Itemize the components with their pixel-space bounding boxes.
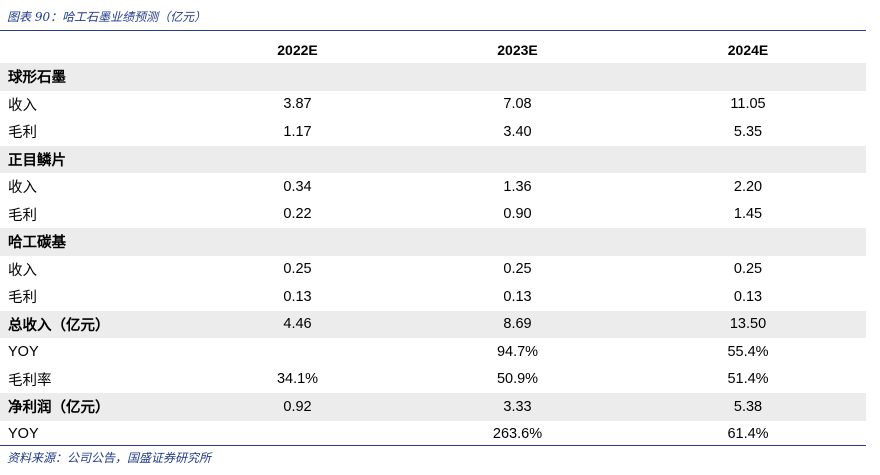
value-cell [190,145,405,173]
bottom-rule [0,445,866,446]
value-cell: 0.13 [283,288,312,305]
table-row: 总收入（亿元） 4.46 8.69 13.50 [0,310,866,338]
value-cell: 5.35 [733,123,763,140]
value-cell: 0.13 [503,288,532,305]
header-2023e: 2023E [497,41,538,58]
row-label: 球形石墨 [0,63,190,91]
value-cell: 5.38 [630,393,866,421]
value-cell: 94.7% [496,343,539,360]
table-row: 毛利 1.17 3.40 5.35 [0,118,866,146]
row-label: YOY [8,426,39,443]
table-row: 正目鳞片 [0,145,866,173]
table-body: 球形石墨 收入 3.87 7.08 11.05 毛利 1.17 3.40 5.35 正目鳞片 收入 0… [0,63,866,448]
value-cell [190,338,405,366]
value-cell [405,145,630,173]
value-cell: 0.34 [283,178,312,195]
row-label: 净利润（亿元） [0,393,190,421]
figure-caption: 图表 90：哈工石墨业绩预测（亿元） [7,10,207,24]
header-label-cell [0,36,190,63]
value-cell: 3.87 [283,96,312,113]
table-row: 收入 0.34 1.36 2.20 [0,173,866,201]
table-row: 哈工碳基 [0,228,866,256]
value-cell: 0.13 [733,288,763,305]
row-label: 毛利 [8,290,37,307]
row-label: 收入 [8,97,37,114]
table-row: 毛利率 34.1% 50.9% 51.4% [0,366,866,394]
value-cell: 7.08 [503,96,532,113]
value-cell: 50.9% [496,371,539,388]
value-cell: 1.36 [503,178,532,195]
value-cell: 55.4% [727,343,769,360]
table-row: 净利润（亿元） 0.92 3.33 5.38 [0,393,866,421]
top-rule [0,30,866,31]
row-label: 总收入（亿元） [0,310,190,338]
value-cell: 263.6% [492,426,543,443]
row-label: 毛利率 [8,372,52,389]
value-cell: 1.17 [283,123,312,140]
row-label: 收入 [8,262,37,279]
header-2024e: 2024E [727,41,769,58]
table-row: 收入 3.87 7.08 11.05 [0,91,866,119]
value-cell: 0.25 [503,261,532,278]
table-row: 球形石墨 [0,63,866,91]
value-cell: 1.45 [733,206,763,223]
value-cell: 0.25 [733,261,763,278]
value-cell [630,228,866,256]
value-cell: 11.05 [730,96,766,113]
value-cell: 8.69 [405,310,630,338]
value-cell: 0.92 [190,393,405,421]
value-cell: 0.90 [503,206,532,223]
table-row: YOY 263.6% 61.4% [0,421,866,449]
value-cell: 0.25 [283,261,312,278]
table-row: 毛利 0.22 0.90 1.45 [0,201,866,229]
table-row: YOY 94.7% 55.4% [0,338,866,366]
header-2022e: 2022E [277,41,318,58]
table-row: 毛利 0.13 0.13 0.13 [0,283,866,311]
value-cell: 3.33 [405,393,630,421]
value-cell: 4.46 [190,310,405,338]
header-row: 2022E 2023E 2024E [0,36,866,63]
row-label: 哈工碳基 [0,228,190,256]
row-label: 收入 [8,180,37,197]
value-cell: 2.20 [733,178,763,195]
table-row: 收入 0.25 0.25 0.25 [0,256,866,284]
row-label: 毛利 [8,125,37,142]
value-cell [190,63,405,91]
value-cell [405,228,630,256]
value-cell [405,63,630,91]
value-cell [630,145,866,173]
value-cell: 51.4% [727,371,769,388]
value-cell: 13.50 [630,310,866,338]
value-cell [190,228,405,256]
value-cell [630,63,866,91]
value-cell: 0.22 [283,206,312,223]
value-cell: 34.1% [276,371,319,388]
row-label: 正目鳞片 [0,145,190,173]
value-cell: 3.40 [503,123,532,140]
value-cell [190,421,405,449]
value-cell: 61.4% [727,426,769,443]
row-label: 毛利 [8,207,37,224]
row-label: YOY [8,343,39,360]
source-note: 资料来源：公司公告，国盛证券研究所 [7,451,212,465]
forecast-table: 2022E 2023E 2024E 球形石墨收入 3.87 7.08 11.05 毛利 1… [0,36,866,448]
